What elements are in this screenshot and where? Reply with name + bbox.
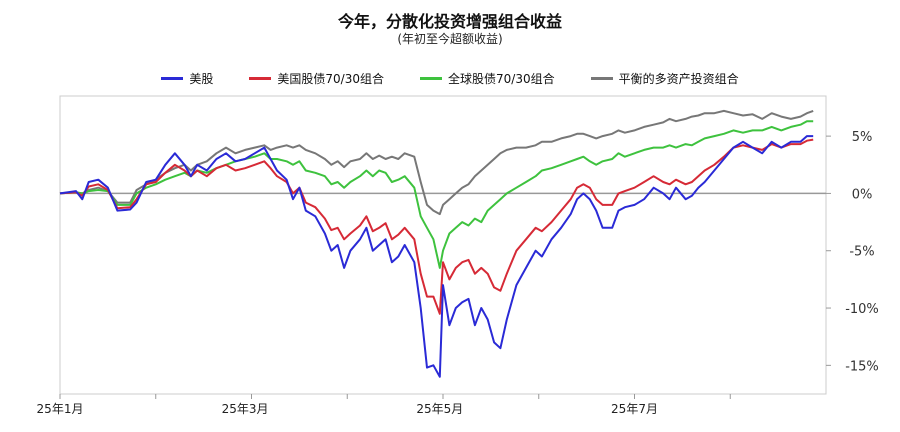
chart-title: 今年，分散化投资增强组合收益 <box>337 12 562 31</box>
legend-label-balanced: 平衡的多资产投资组合 <box>618 72 739 86</box>
legend-label-us-70-30: 美国股债70/30组合 <box>277 72 384 86</box>
y-tick-label: -5% <box>849 245 874 260</box>
x-tick-label: 25年5月 <box>416 402 463 416</box>
series-line-us-70-30 <box>59 138 814 315</box>
legend-item-us-70-30: 美国股债70/30组合 <box>249 70 384 87</box>
y-tick-label: -10% <box>845 302 879 317</box>
x-tick-label: 25年7月 <box>611 402 658 416</box>
legend-label-global-70-30: 全球股债70/30组合 <box>448 72 555 86</box>
x-tick-label: 25年3月 <box>222 402 269 416</box>
y-tick-label: 5% <box>852 130 873 145</box>
legend-item-balanced: 平衡的多资产投资组合 <box>590 70 739 87</box>
series-line-balanced <box>59 109 814 216</box>
y-tick-label: -15% <box>845 359 879 374</box>
legend-swatch-us-stocks <box>161 77 184 80</box>
legend-label-us-stocks: 美股 <box>189 72 214 86</box>
y-tick-label: 0% <box>852 187 873 202</box>
plot-frame <box>59 95 827 395</box>
x-tick-label: 25年1月 <box>37 402 84 416</box>
legend-swatch-us-70-30 <box>249 77 272 80</box>
legend-swatch-global-70-30 <box>420 77 442 80</box>
chart-legend: 美股 美国股债70/30组合 全球股债70/30组合 平衡的多资产投资组合 <box>0 70 900 87</box>
legend-item-us-stocks: 美股 <box>161 70 213 87</box>
series-line-us-stocks <box>59 135 814 378</box>
legend-swatch-balanced <box>590 77 613 80</box>
series-line-global-70-30 <box>59 120 814 269</box>
legend-item-global-70-30: 全球股债70/30组合 <box>420 70 555 87</box>
chart-subtitle: (年初至今超额收益) <box>397 32 503 46</box>
